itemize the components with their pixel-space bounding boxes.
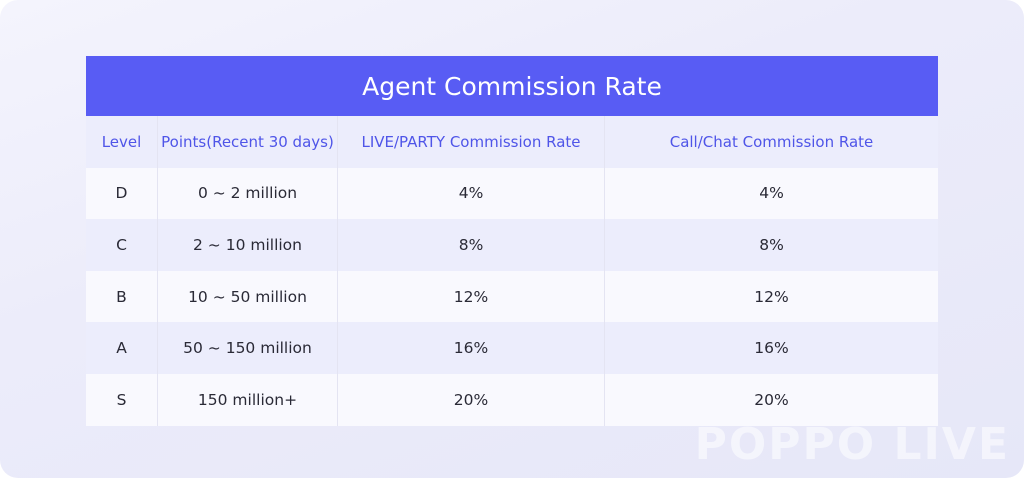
table-cell: 50 ~ 150 million <box>158 322 338 374</box>
header-row: Level Points(Recent 30 days) LIVE/PARTY Co… <box>86 116 938 168</box>
table-row: A 50 ~ 150 million 16% 16% <box>86 322 938 374</box>
table-cell: 4% <box>759 184 784 203</box>
table-cell: 2 ~ 10 million <box>158 219 338 271</box>
watermark: POPPO LIVE <box>694 419 1010 470</box>
commission-table: Agent Commission Rate Level Points(Recent… <box>86 56 938 426</box>
table-cell: 12% <box>338 270 605 323</box>
header-cell: Points(Recent 30 days) <box>158 116 338 168</box>
table-cell: 8% <box>338 219 605 271</box>
table-cell: 20% <box>338 373 605 426</box>
table-cell: B <box>86 270 158 323</box>
table-cell: D <box>86 167 158 220</box>
table-row: S 150 million+ 20% 20% <box>86 373 938 426</box>
header-cell: Level <box>86 116 158 168</box>
table-cell: 16% <box>338 322 605 374</box>
table-cell: 150 million+ <box>158 373 338 426</box>
table-row: B 10 ~ 50 million 12% 12% <box>86 270 938 323</box>
table-cell: 16% <box>754 339 789 358</box>
table-cell: 0 ~ 2 million <box>158 167 338 220</box>
table-cell: 12% <box>754 287 789 306</box>
table-cell: 10 ~ 50 million <box>158 270 338 323</box>
header-cell: Call/Chat Commission Rate <box>669 132 874 151</box>
table-title: Agent Commission Rate <box>86 56 938 116</box>
table-cell: 20% <box>754 390 789 409</box>
header-cell: LIVE/PARTY Commission Rate <box>338 116 605 168</box>
table-cell: 4% <box>338 167 605 220</box>
table-cell: 8% <box>759 235 784 254</box>
table-cell: S <box>86 373 158 426</box>
table-cell: C <box>86 219 158 271</box>
table-cell: A <box>86 322 158 374</box>
